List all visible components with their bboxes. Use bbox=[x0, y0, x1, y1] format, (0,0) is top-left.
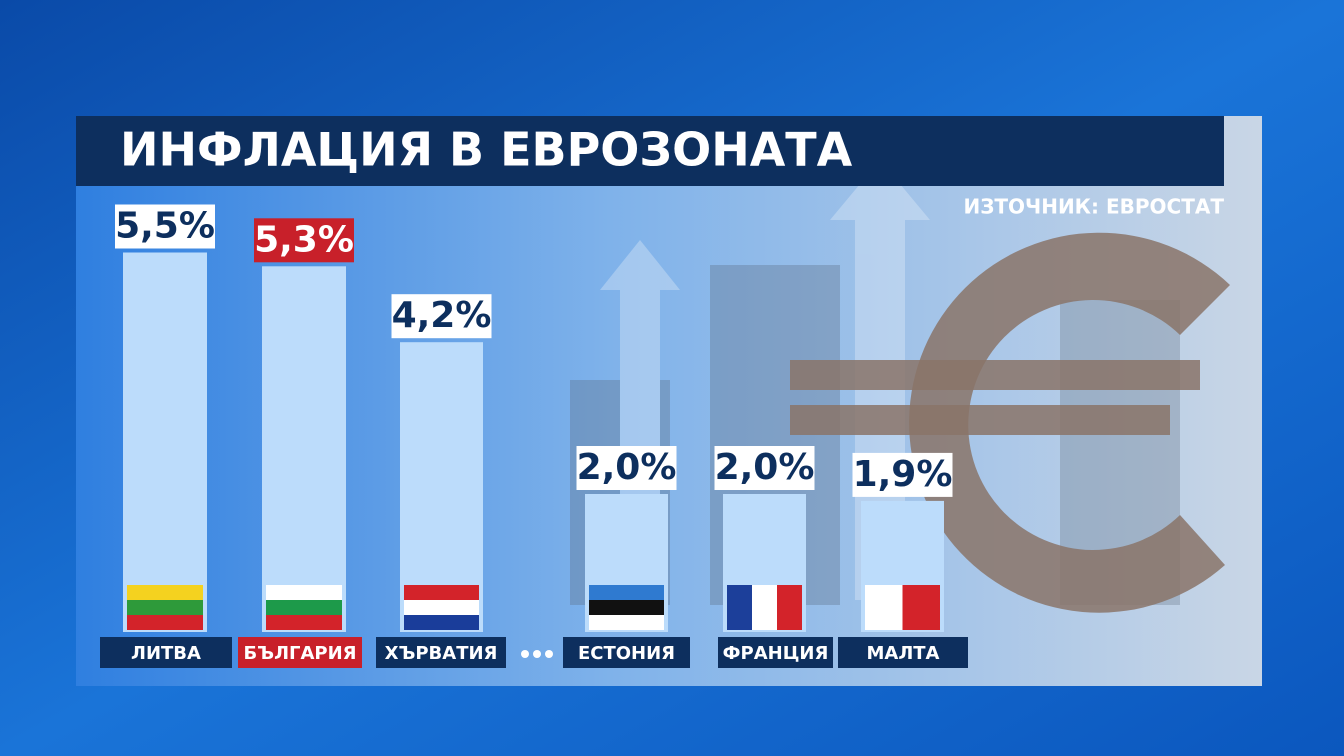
value-label-box bbox=[115, 204, 215, 249]
euro-bar bbox=[790, 405, 1170, 435]
flag-stripe bbox=[589, 585, 664, 600]
flag-stripe bbox=[865, 585, 903, 630]
ellipsis-dot bbox=[521, 650, 529, 658]
value-label-box bbox=[714, 446, 815, 490]
category-label: БЪЛГАРИЯ bbox=[243, 643, 356, 664]
flag-stripe bbox=[404, 615, 479, 630]
value-label: 5,5% bbox=[115, 206, 215, 247]
value-label-box bbox=[391, 294, 492, 339]
flag-stripe bbox=[127, 600, 203, 615]
category-label: ЛИТВА bbox=[131, 643, 201, 664]
chart-title: ИНФЛАЦИЯ В ЕВРОЗОНАТА bbox=[120, 123, 853, 177]
source: ИЗТОЧНИК: ЕВРОСТАТ bbox=[963, 195, 1224, 219]
euro-bar bbox=[790, 360, 1200, 390]
category-box bbox=[838, 637, 968, 668]
flag-stripe bbox=[777, 585, 802, 630]
value-label-box bbox=[852, 452, 953, 497]
flag-stripe bbox=[404, 600, 479, 615]
flag-stripe bbox=[727, 585, 752, 630]
category-box bbox=[238, 637, 362, 668]
flag-stripe bbox=[404, 585, 479, 600]
flag-stripe bbox=[902, 585, 940, 630]
value-label: 1,9% bbox=[853, 454, 953, 495]
flag-stripe bbox=[266, 600, 342, 615]
flag-stripe bbox=[752, 585, 777, 630]
value-label-box bbox=[576, 446, 677, 490]
category-box bbox=[718, 637, 833, 668]
euro-sign bbox=[909, 232, 1230, 613]
bar bbox=[262, 266, 346, 632]
value-label: 5,3% bbox=[254, 219, 354, 260]
flag-stripe bbox=[589, 600, 664, 615]
flag-stripe bbox=[589, 615, 664, 630]
flag-stripe bbox=[266, 585, 342, 600]
category-label: ЕСТОНИЯ bbox=[578, 643, 675, 664]
category-box bbox=[376, 637, 506, 668]
category-label: МАЛТА bbox=[866, 643, 939, 664]
flag-stripe bbox=[127, 615, 203, 630]
flag-stripe bbox=[266, 615, 342, 630]
bar bbox=[400, 342, 483, 632]
bar bbox=[123, 252, 207, 632]
flag-stripe bbox=[127, 585, 203, 600]
title-bar bbox=[76, 116, 1224, 186]
category-label: ХЪРВАТИЯ bbox=[385, 643, 498, 664]
ellipsis-dot bbox=[533, 650, 541, 658]
value-label: 4,2% bbox=[392, 295, 492, 336]
category-box bbox=[100, 637, 232, 668]
value-label: 2,0% bbox=[715, 447, 815, 488]
value-label: 2,0% bbox=[577, 447, 677, 488]
category-label: ФРАНЦИЯ bbox=[723, 643, 829, 664]
value-label-box bbox=[254, 218, 354, 263]
ellipsis-dot bbox=[545, 650, 553, 658]
category-box bbox=[563, 637, 690, 668]
